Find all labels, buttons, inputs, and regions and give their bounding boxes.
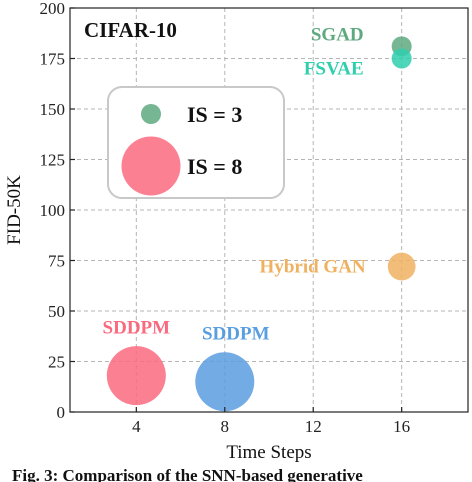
chart-title: CIFAR-10 [84, 18, 177, 42]
y-tick-label: 0 [57, 403, 66, 422]
x-tick-label: 8 [221, 417, 230, 436]
y-tick-label: 25 [48, 353, 65, 372]
x-tick-label: 12 [305, 417, 322, 436]
axis-ticks: 4 8 12 16 0 25 50 75 100 125 150 175 200 [40, 0, 411, 436]
point-label: FSVAE [304, 59, 364, 80]
legend: IS = 3 IS = 8 [107, 86, 285, 199]
y-tick-label: 175 [40, 50, 66, 69]
data-point [391, 48, 412, 69]
x-axis-title: Time Steps [226, 442, 311, 463]
x-tick-label: 16 [393, 417, 410, 436]
figure-caption: Fig. 3: Comparison of the SNN-based gene… [12, 466, 363, 482]
y-axis-title: FID-50K [4, 175, 25, 245]
point-label: SDDPM [202, 324, 270, 345]
legend-label: IS = 3 [187, 102, 242, 127]
point-label: SDDPM [103, 318, 171, 339]
data-point [106, 346, 166, 406]
point-label: SGAD [311, 24, 364, 45]
data-point [387, 252, 416, 281]
y-tick-label: 125 [40, 151, 66, 170]
legend-label: IS = 8 [187, 154, 242, 179]
y-tick-label: 100 [40, 201, 66, 220]
y-tick-label: 50 [48, 302, 65, 321]
legend-marker [121, 136, 181, 196]
x-tick-label: 4 [132, 417, 141, 436]
point-label: Hybrid GAN [260, 257, 366, 278]
scatter-chart: SGAD FSVAE Hybrid GAN SDDPM SDDPM 4 8 12 16 0 25 5… [4, 0, 469, 463]
y-tick-label: 200 [40, 0, 66, 18]
legend-marker [141, 104, 161, 124]
y-tick-label: 75 [48, 252, 65, 271]
data-points: SGAD FSVAE Hybrid GAN SDDPM SDDPM [103, 24, 416, 412]
y-tick-label: 150 [40, 100, 66, 119]
data-point [195, 352, 255, 412]
